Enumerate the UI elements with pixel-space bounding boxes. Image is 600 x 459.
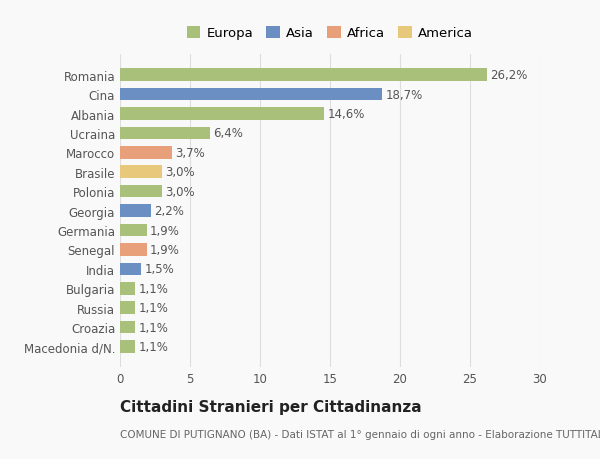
Bar (120, 224, 146, 237)
Bar (120, 205, 151, 218)
Bar (120, 166, 162, 179)
Text: 1,1%: 1,1% (139, 340, 169, 353)
Text: 1,1%: 1,1% (139, 321, 169, 334)
Bar (120, 147, 172, 159)
Text: 2,2%: 2,2% (154, 205, 184, 218)
Bar (120, 108, 325, 121)
Bar (120, 244, 146, 256)
Text: Cittadini Stranieri per Cittadinanza: Cittadini Stranieri per Cittadinanza (120, 399, 422, 414)
Text: 1,1%: 1,1% (139, 302, 169, 314)
Bar (120, 127, 209, 140)
Bar (120, 282, 136, 295)
Text: 3,7%: 3,7% (175, 146, 205, 160)
Text: 1,1%: 1,1% (139, 282, 169, 295)
Text: 3,0%: 3,0% (166, 166, 195, 179)
Bar (120, 263, 141, 275)
Legend: Europa, Asia, Africa, America: Europa, Asia, Africa, America (184, 24, 476, 43)
Bar (120, 89, 382, 101)
Text: 3,0%: 3,0% (166, 185, 195, 198)
Bar (120, 302, 136, 314)
Bar (120, 341, 136, 353)
Text: 1,9%: 1,9% (150, 243, 180, 257)
Text: COMUNE DI PUTIGNANO (BA) - Dati ISTAT al 1° gennaio di ogni anno - Elaborazione : COMUNE DI PUTIGNANO (BA) - Dati ISTAT al… (120, 429, 600, 439)
Text: 6,4%: 6,4% (213, 127, 243, 140)
Bar (120, 69, 487, 82)
Text: 26,2%: 26,2% (490, 69, 527, 82)
Text: 1,5%: 1,5% (145, 263, 174, 276)
Text: 14,6%: 14,6% (328, 108, 365, 121)
Bar (120, 185, 162, 198)
Text: 1,9%: 1,9% (150, 224, 180, 237)
Text: 18,7%: 18,7% (385, 89, 422, 101)
Bar (120, 321, 136, 334)
